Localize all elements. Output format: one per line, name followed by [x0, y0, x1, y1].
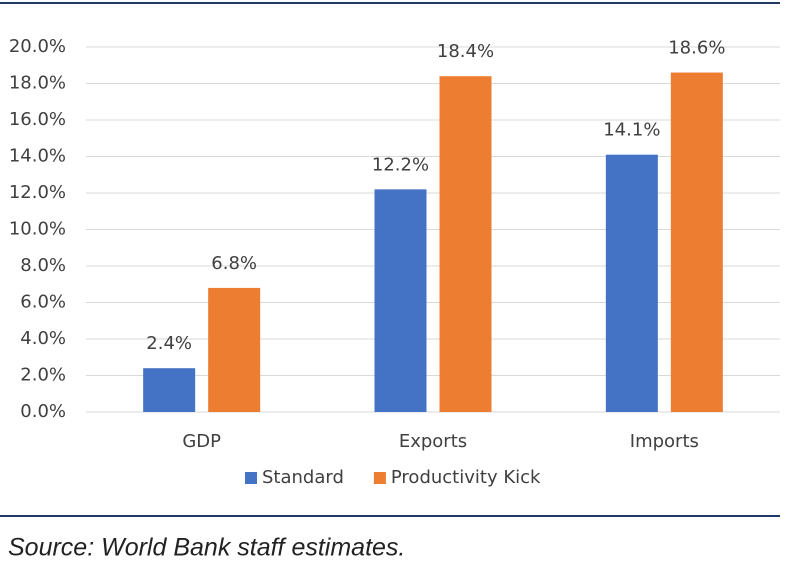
value-label: 14.1% [603, 120, 660, 141]
y-tick-label: 0.0% [20, 401, 66, 422]
bar [670, 72, 723, 413]
value-label: 6.8% [211, 253, 257, 274]
x-tick-label: Imports [630, 431, 699, 452]
y-tick-label: 20.0% [9, 36, 66, 57]
bar [605, 154, 658, 413]
value-label: 18.6% [668, 38, 725, 59]
legend-label: Productivity Kick [391, 467, 541, 488]
y-tick-label: 6.0% [20, 292, 66, 313]
value-label: 18.4% [437, 41, 494, 62]
y-tick-label: 2.0% [20, 365, 66, 386]
bar [208, 287, 261, 412]
y-tick-label: 16.0% [9, 109, 66, 130]
legend-label: Standard [262, 467, 344, 488]
y-tick-label: 4.0% [20, 328, 66, 349]
y-tick-label: 8.0% [20, 255, 66, 276]
bar [374, 189, 427, 412]
y-tick-label: 12.0% [9, 182, 66, 203]
y-tick-label: 18.0% [9, 73, 66, 94]
bar [439, 76, 492, 412]
y-tick-label: 10.0% [9, 219, 66, 240]
bar [143, 368, 196, 412]
value-label: 2.4% [146, 333, 192, 354]
value-label: 12.2% [372, 154, 429, 175]
source-note: Source: World Bank staff estimates. [8, 534, 405, 562]
legend-swatch [373, 472, 386, 484]
legend-swatch [245, 472, 257, 484]
x-tick-label: GDP [182, 431, 221, 452]
y-tick-label: 14.0% [9, 146, 66, 167]
x-tick-label: Exports [399, 431, 467, 452]
